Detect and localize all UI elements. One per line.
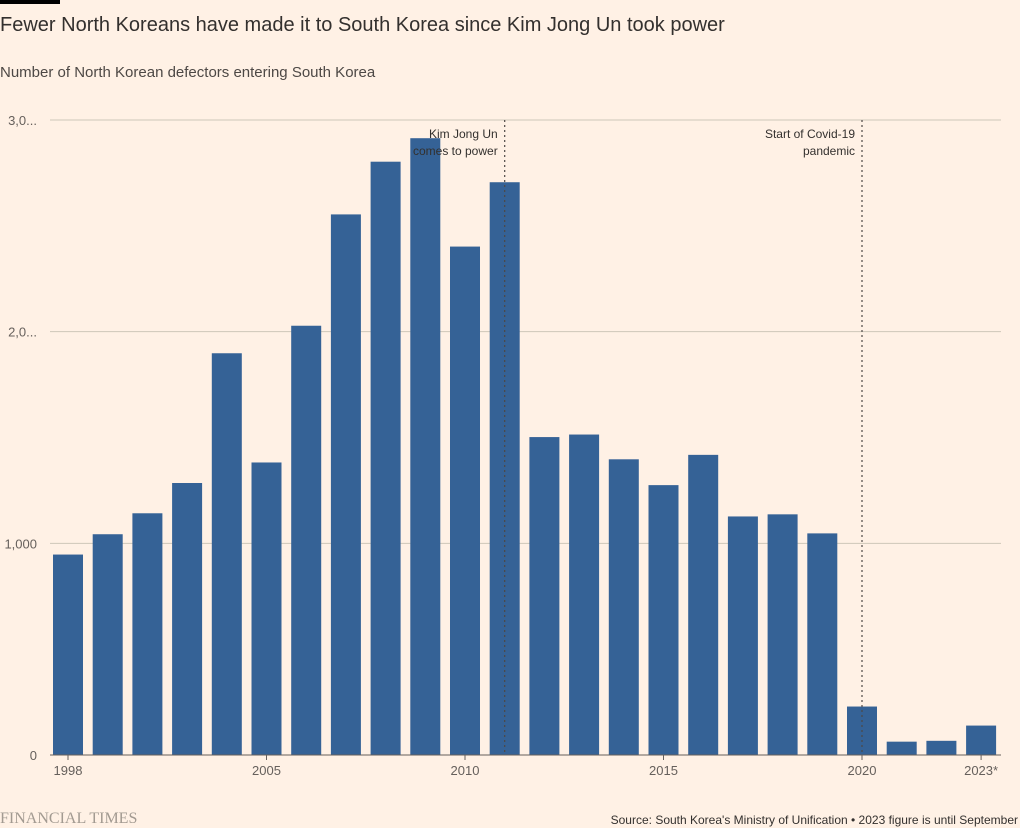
y-tick-label: 1,000 [4, 536, 37, 551]
bar [727, 516, 758, 755]
ft-logo: FINANCIAL TIMES [0, 810, 138, 827]
bar [569, 434, 600, 755]
source-note: Source: South Korea's Ministry of Unific… [610, 813, 1018, 827]
bar [648, 485, 679, 755]
chart-subtitle: Number of North Korean defectors enterin… [0, 64, 376, 81]
bar [251, 462, 282, 755]
bar [211, 353, 242, 755]
x-tick-label: 2023* [964, 763, 998, 778]
annotation-label: Start of Covid-19 [765, 127, 855, 141]
x-tick-label: 2005 [252, 763, 281, 778]
bar [966, 725, 997, 755]
chart-title: Fewer North Koreans have made it to Sout… [0, 14, 725, 36]
bar [608, 459, 639, 755]
bar [767, 514, 798, 755]
bar [330, 214, 361, 756]
y-tick-label: 3,0... [8, 113, 37, 128]
bar [172, 483, 203, 755]
x-tick-label: 2015 [649, 763, 678, 778]
bar [92, 534, 123, 755]
bar [926, 740, 957, 755]
x-tick-label: 2020 [848, 763, 877, 778]
bar [688, 454, 719, 755]
bar [886, 741, 917, 755]
bar [291, 325, 322, 755]
annotation-label: pandemic [803, 144, 855, 158]
y-tick-label: 2,0... [8, 325, 37, 340]
bar [529, 437, 560, 755]
x-tick-label: 1998 [54, 763, 83, 778]
bar [132, 513, 163, 755]
x-tick-label: 2010 [451, 763, 480, 778]
bar [53, 554, 83, 755]
y-tick-label: 0 [30, 748, 37, 763]
bar [410, 138, 441, 755]
bar [370, 161, 401, 755]
annotation-label: Kim Jong Un [429, 127, 498, 141]
brand-bar [0, 0, 60, 4]
bar [489, 182, 520, 756]
bar [450, 246, 480, 755]
annotation-label: comes to power [413, 144, 498, 158]
bar [807, 533, 838, 755]
